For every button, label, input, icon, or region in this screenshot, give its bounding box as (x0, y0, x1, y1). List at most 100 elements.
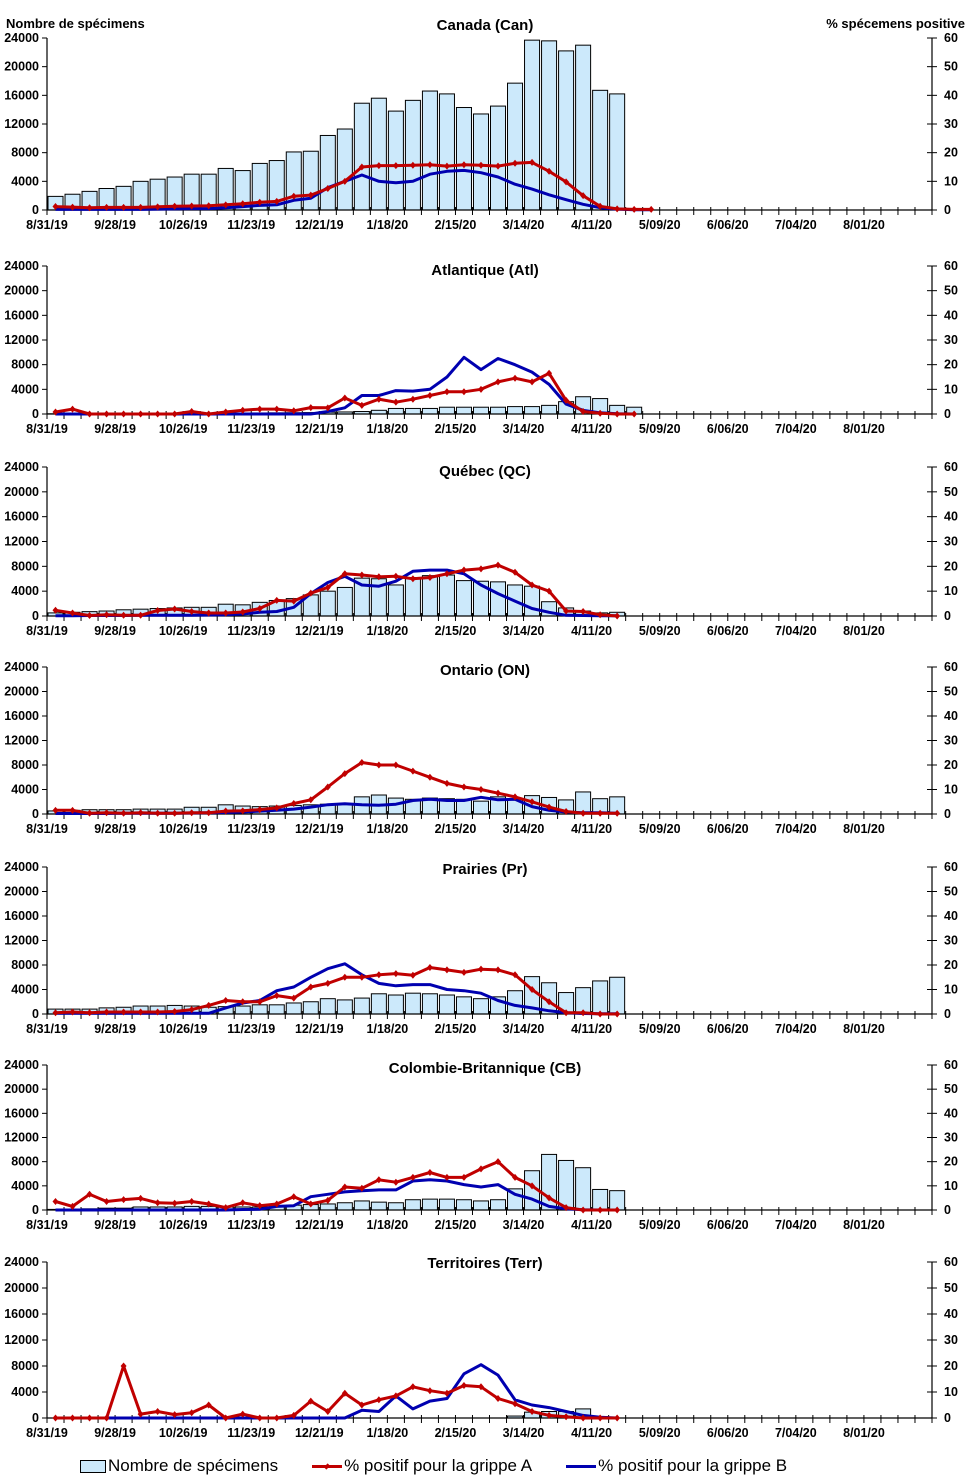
flu-a-line-point (324, 583, 331, 591)
right-tick-label: 60 (944, 1255, 958, 1269)
flu-a-line-point (205, 410, 212, 418)
x-tick-label: 3/14/20 (503, 1022, 545, 1036)
flu-a-line-point (512, 793, 519, 801)
flu-a-line-point (273, 992, 280, 1000)
x-tick-label: 11/23/19 (227, 422, 275, 436)
x-tick-label: 2/15/20 (435, 624, 477, 638)
flu-a-line-point (86, 809, 93, 817)
flu-a-line (55, 563, 618, 618)
right-tick-label: 40 (944, 88, 958, 102)
flu-a-line-point (631, 410, 638, 418)
left-tick-label: 12000 (4, 934, 39, 948)
flu-a-line-point (495, 561, 502, 569)
flu-a-line-point (512, 971, 519, 979)
x-tick-label: 3/14/20 (503, 218, 545, 232)
flu-a-line-point (205, 1001, 212, 1009)
specimen-bar (319, 590, 336, 617)
x-tick-label: 5/09/20 (639, 422, 681, 436)
flu-a-line-point (324, 1196, 331, 1204)
flu-a-line-point (103, 203, 110, 211)
right-tick-label: 10 (944, 1385, 958, 1399)
flu-a-line-point (512, 159, 519, 167)
specimen-bar (404, 992, 421, 1015)
x-tick-label: 10/26/19 (159, 1426, 208, 1440)
right-tick-label: 40 (944, 1106, 958, 1120)
flu-a-line-point (307, 796, 314, 804)
flu-a-line-point (443, 1389, 450, 1397)
left-tick-label: 20000 (4, 485, 39, 499)
specimen-bar (336, 128, 353, 211)
flu-a-line-point (239, 998, 246, 1006)
flu-a-line-point (52, 408, 59, 416)
flu-a-line-point (580, 809, 587, 817)
chart-panel-2: Québec (QC) 0 4000 8000 12000 16000 20000 24000… (4, 460, 958, 638)
specimen-bar (524, 39, 541, 211)
flu-a-line-point (443, 1173, 450, 1181)
specimen-bar (472, 406, 490, 415)
flu-a-line-point (171, 1008, 178, 1016)
flu-a-line-point (324, 185, 331, 192)
flu-b-line (55, 1363, 618, 1420)
flu-a-line-point (358, 973, 365, 981)
flu-a-line-point (188, 408, 195, 416)
flu-a-line-point (529, 986, 536, 993)
specimen-bar (455, 1199, 472, 1211)
right-tick-label: 30 (944, 734, 958, 748)
left-tick-label: 16000 (4, 510, 39, 524)
flu-a-line-point (392, 970, 399, 978)
flu-a-line-point (120, 1196, 127, 1204)
flu-a-line-point (290, 1411, 297, 1419)
x-tick-label: 12/21/19 (295, 1218, 344, 1232)
left-tick-label: 12000 (4, 117, 39, 131)
left-tick-label: 20000 (4, 1281, 39, 1295)
x-tick-label: 8/01/20 (843, 218, 885, 232)
flu-a-line-point (580, 408, 587, 416)
specimen-bar (404, 99, 421, 211)
flu-a-line-point (120, 611, 127, 619)
specimen-bar (472, 1200, 490, 1211)
flu-a-line-point (426, 392, 433, 399)
flu-a-line-point (188, 608, 195, 616)
flu-a-line-point (443, 966, 450, 974)
flu-a-line-point (69, 1008, 76, 1016)
x-tick-label: 10/26/19 (159, 822, 208, 836)
x-tick-label: 11/23/19 (227, 1426, 275, 1440)
flu-a-line-point (137, 1194, 144, 1202)
flu-a-line-point (426, 773, 433, 781)
left-tick-label: 0 (32, 1203, 39, 1217)
x-tick-label: 6/06/20 (707, 1218, 749, 1232)
flu-a-line-point (324, 979, 331, 987)
flu-a-line-point (546, 1411, 553, 1419)
left-tick-label: 8000 (11, 1359, 39, 1373)
flu-a-line-point (358, 1184, 365, 1192)
x-tick-label: 1/18/20 (367, 1022, 409, 1036)
flu-a-line-point (256, 405, 263, 413)
flu-a-line-point (648, 205, 655, 213)
right-tick-label: 60 (944, 860, 958, 874)
flu-a-line-point (69, 203, 76, 211)
specimen-bar (319, 134, 336, 211)
flu-a-line-point (290, 597, 297, 605)
flu-a-line-point (171, 202, 178, 210)
x-tick-label: 3/14/20 (503, 1218, 545, 1232)
x-tick-label: 6/06/20 (707, 822, 749, 836)
specimen-bar (472, 998, 490, 1015)
right-tick-label: 0 (944, 609, 951, 623)
flu-a-line-point (290, 799, 297, 807)
flu-a-line-point (86, 410, 93, 418)
x-tick-label: 9/28/19 (94, 1022, 136, 1036)
left-tick-label: 12000 (4, 734, 39, 748)
x-tick-label: 8/01/20 (843, 1218, 885, 1232)
x-tick-label: 9/28/19 (94, 1218, 136, 1232)
flu-a-line-point (86, 1414, 93, 1422)
flu-a-line-point (188, 809, 195, 817)
flu-a-line-point (324, 404, 331, 412)
specimen-bar (524, 585, 541, 617)
flu-a-line-point (443, 779, 450, 787)
flu-a-line-point (154, 607, 161, 615)
x-tick-label: 4/11/20 (571, 422, 612, 436)
right-tick-label: 20 (944, 146, 958, 160)
flu-a-line-point (239, 200, 246, 208)
x-tick-label: 12/21/19 (295, 822, 344, 836)
flu-a-line-point (443, 162, 450, 170)
